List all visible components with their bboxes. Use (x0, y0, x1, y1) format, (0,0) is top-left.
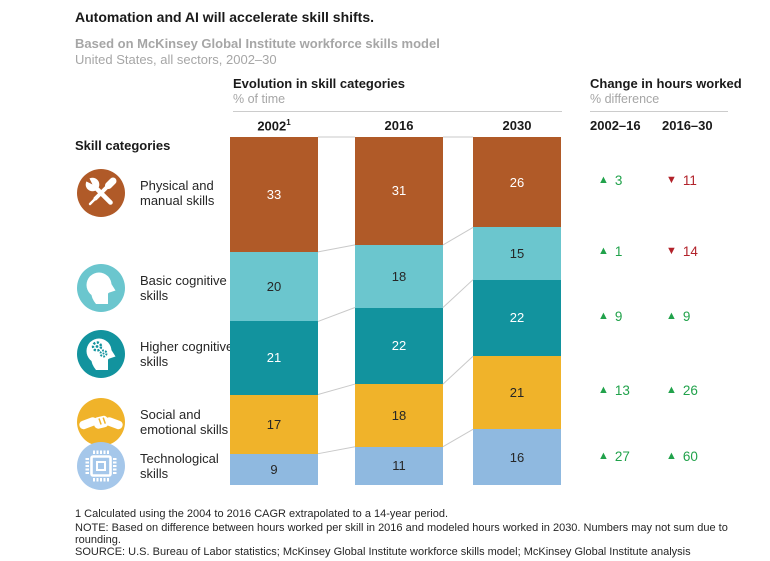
change-value: ▲ 9 (598, 309, 622, 324)
bar-segment: 17 (230, 394, 318, 454)
change-number: 11 (682, 173, 697, 188)
change-value: ▲ 27 (598, 449, 630, 464)
change-number: 14 (682, 244, 698, 259)
head-gears-icon (77, 330, 125, 378)
change-value: ▼ 11 (666, 173, 697, 188)
year-header: 20021 (257, 118, 291, 134)
change-value: ▲ 9 (666, 309, 690, 324)
bar-segment: 21 (230, 321, 318, 395)
category-label: Physical and manual skills (140, 178, 215, 208)
triangle-up-icon: ▲ (666, 310, 677, 322)
bar-segment: 11 (355, 446, 443, 485)
bar-segment: 9 (230, 453, 318, 485)
footnote-source: SOURCE: U.S. Bureau of Labor statistics;… (75, 546, 691, 558)
change-number: 1 (614, 244, 623, 259)
page-title: Automation and AI will accelerate skill … (75, 9, 375, 25)
category-label: Technological skills (140, 451, 219, 481)
triangle-up-icon: ▲ (598, 310, 609, 322)
triangle-up-icon: ▲ (598, 384, 609, 396)
change-number: 60 (682, 449, 698, 464)
bar-segment: 15 (473, 227, 561, 280)
triangle-up-icon: ▲ (598, 174, 609, 186)
bar-segment: 20 (230, 251, 318, 322)
triangle-up-icon: ▲ (666, 450, 677, 462)
bar-segment: 31 (355, 137, 443, 245)
category-row: Physical and manual skills (77, 169, 244, 217)
category-row: Basic cognitive skills (77, 264, 244, 312)
category-row: Social and emotional skills (77, 398, 244, 446)
change-number: 9 (682, 309, 691, 324)
right-panel-unit: % difference (590, 92, 660, 106)
year-header: 2030 (502, 118, 532, 133)
change-number: 3 (614, 173, 623, 188)
skill-categories-heading: Skill categories (75, 138, 171, 153)
year-header: 2016 (384, 118, 414, 133)
bar-segment: 22 (355, 307, 443, 385)
category-row: Technological skills (77, 442, 244, 490)
footnote-note: NOTE: Based on difference between hours … (75, 522, 728, 546)
change-value: ▲ 1 (598, 244, 622, 259)
change-value: ▲ 60 (666, 449, 698, 464)
change-number: 13 (614, 383, 630, 398)
triangle-up-icon: ▲ (598, 450, 609, 462)
bar-segment: 26 (473, 137, 561, 228)
triangle-up-icon: ▲ (598, 245, 609, 257)
change-period-header: 2016–30 (662, 118, 713, 133)
bar-segment: 22 (473, 279, 561, 357)
change-number: 26 (682, 383, 698, 398)
change-value: ▲ 3 (598, 173, 622, 188)
triangle-down-icon: ▼ (666, 174, 677, 186)
change-number: 9 (614, 309, 623, 324)
handshake-icon (77, 398, 125, 446)
head-icon (77, 264, 125, 312)
change-number: 27 (614, 449, 630, 464)
category-label: Higher cognitive skills (140, 339, 234, 369)
left-panel-unit: % of time (233, 92, 286, 106)
change-value: ▲ 13 (598, 383, 630, 398)
bar-segment: 16 (473, 429, 561, 485)
bar-segment: 33 (230, 137, 318, 252)
subtitle-scope: United States, all sectors, 2002–30 (75, 52, 277, 67)
footnote-1: 1 Calculated using the 2004 to 2016 CAGR… (75, 508, 449, 520)
subtitle-model: Based on McKinsey Global Institute workf… (75, 36, 440, 51)
bar-segment: 18 (355, 244, 443, 308)
bar-segment: 21 (473, 356, 561, 430)
right-panel-title: Change in hours worked (590, 76, 742, 91)
category-label: Social and emotional skills (140, 407, 229, 437)
change-period-header: 2002–16 (590, 118, 641, 133)
left-panel-title: Evolution in skill categories (233, 76, 405, 91)
left-panel-rule (233, 111, 562, 112)
category-row: Higher cognitive skills (77, 330, 244, 378)
triangle-up-icon: ▲ (666, 384, 677, 396)
category-label: Basic cognitive skills (140, 273, 227, 303)
change-value: ▲ 26 (666, 383, 698, 398)
tools-icon (77, 169, 125, 217)
bar-segment: 18 (355, 384, 443, 447)
right-panel-rule (590, 111, 728, 112)
chip-icon (77, 442, 125, 490)
triangle-down-icon: ▼ (666, 245, 677, 257)
change-value: ▼ 14 (666, 244, 698, 259)
